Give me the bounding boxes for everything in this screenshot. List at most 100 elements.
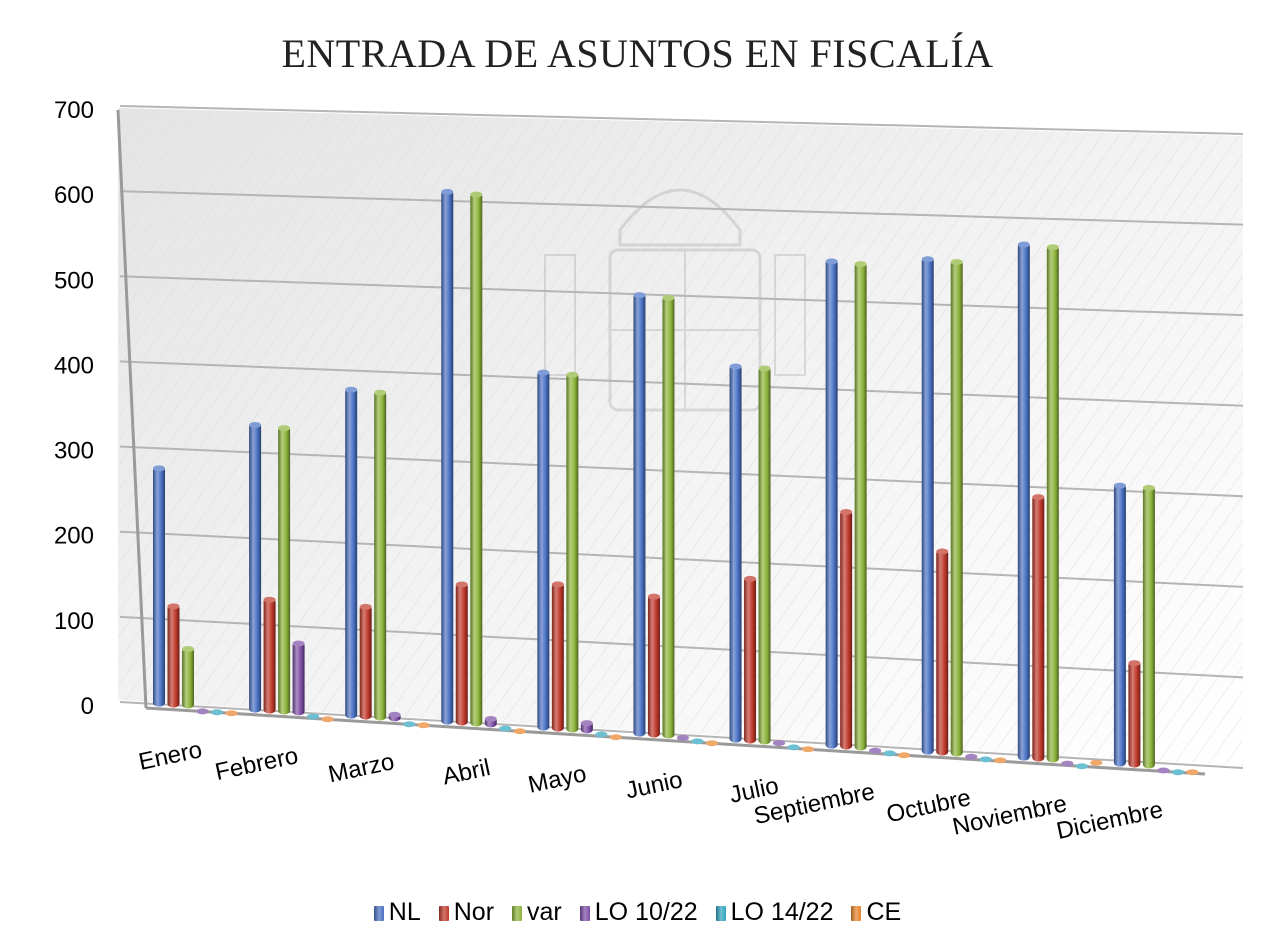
bar-cap: [1171, 769, 1184, 776]
bar-cap: [566, 371, 579, 378]
legend-item: LO 10/22: [579, 898, 698, 927]
bar: var Septiembre: 550: [854, 262, 867, 751]
bar-cap: [787, 744, 800, 751]
bar-cap: [965, 753, 978, 760]
bar-cap: [609, 734, 622, 741]
bar: NL Febrero: 338: [249, 423, 262, 713]
legend-swatch: [715, 906, 726, 921]
bar-cap: [1142, 484, 1155, 491]
bar: var Abril: 615: [470, 192, 483, 727]
bar-cap: [705, 740, 718, 747]
bar: Nor Octubre: 231: [936, 549, 949, 756]
bar-cap: [307, 713, 320, 720]
bar-cap: [345, 386, 358, 393]
legend-swatch: [438, 906, 449, 921]
x-category-label: Abril: [440, 754, 493, 790]
legend-item: LO 14/22: [715, 898, 834, 927]
legend-item: Nor: [438, 898, 495, 927]
legend-label: CE: [866, 898, 902, 926]
bar-cap: [729, 363, 742, 370]
bar-cap: [898, 752, 911, 759]
bar-cap: [513, 728, 526, 735]
bar-cap: [936, 548, 949, 555]
bar-cap: [580, 720, 593, 727]
bar-cap: [1113, 482, 1126, 489]
bar: NL Noviembre: 578: [1017, 242, 1030, 761]
bar-cap: [633, 292, 646, 299]
bar-cap: [321, 716, 334, 723]
bar-cap: [211, 709, 223, 716]
bar-cap: [758, 365, 771, 372]
bar-cap: [1032, 494, 1045, 501]
legend-label: var: [527, 898, 562, 926]
legend: NL Nor var LO 10/22 LO 14/22 CE: [0, 898, 1275, 927]
bar-cap: [225, 710, 238, 717]
legend-label: LO 10/22: [594, 898, 698, 926]
bar: var Junio: 504: [662, 295, 675, 739]
x-category-label: Junio: [623, 766, 685, 804]
bar-cap: [470, 191, 483, 198]
bar: var Febrero: 336: [278, 426, 291, 715]
legend-swatch: [512, 906, 523, 921]
bar: Nor Marzo: 133: [359, 604, 372, 720]
bar-cap: [499, 725, 512, 732]
bar: NL Abril: 617: [441, 189, 454, 725]
legend-item: CE: [851, 898, 901, 927]
legend-item: NL: [373, 898, 421, 927]
bar: Nor Febrero: 135: [263, 597, 276, 714]
bar-cap: [595, 731, 608, 738]
x-category-label: Diciembre: [1054, 796, 1165, 845]
bar-cap: [869, 747, 882, 754]
bar-cap: [484, 715, 497, 722]
legend-label: NL: [388, 898, 421, 926]
bar: var Enero: 72: [182, 647, 194, 709]
x-category-labels: Enero Febrero Marzo Abril Mayo Junio JulioSept…: [136, 736, 1165, 845]
bar-cap: [417, 722, 430, 729]
legend-label: LO 14/22: [730, 898, 834, 926]
bar: NL Septiembre: 552: [825, 259, 838, 749]
bar: var Julio: 428: [758, 366, 771, 745]
bar: Nor Mayo: 171: [551, 582, 564, 732]
bar-cap: [1017, 241, 1030, 248]
bar: NL Diciembre: 314: [1113, 483, 1126, 767]
bar-cap: [840, 509, 853, 516]
legend-label: Nor: [453, 898, 495, 926]
legend-swatch: [851, 906, 862, 921]
bar-cap: [647, 593, 660, 600]
bar: Nor Julio: 189: [744, 576, 757, 744]
bar-cap: [359, 603, 372, 610]
bar-cap: [388, 711, 401, 718]
bar-cap: [1157, 767, 1170, 774]
y-tick-label: 400: [54, 352, 94, 379]
bar: var Noviembre: 576: [1046, 245, 1059, 763]
bars: NL Enero: 282Nor Enero: 121var Enero: 72…: [153, 188, 1199, 776]
bar: Nor Junio: 163: [647, 594, 660, 738]
bar: NL Marzo: 384: [345, 387, 358, 719]
bar: var Diciembre: 313: [1142, 485, 1155, 769]
bar: NL Mayo: 413: [537, 370, 550, 731]
x-category-label: Enero: [136, 736, 204, 776]
y-tick-label: 500: [54, 267, 94, 294]
bar-cap: [854, 261, 867, 268]
bar-cap: [744, 575, 757, 582]
bar-cap: [994, 757, 1007, 764]
bar-cap: [1128, 660, 1141, 667]
bar: NL Julio: 429: [729, 364, 742, 743]
bar-cap: [662, 294, 675, 301]
bar-cap: [182, 646, 194, 653]
y-tick-label: 100: [54, 608, 94, 635]
bar: var Octubre: 556: [950, 260, 963, 757]
bar-cap: [979, 756, 992, 763]
bar-cap: [403, 721, 416, 728]
x-category-label: Mayo: [526, 760, 589, 799]
y-tick-label: 200: [54, 523, 94, 550]
bar-cap: [249, 422, 262, 429]
gridline: [119, 190, 1244, 226]
y-tick-label: 300: [54, 438, 94, 465]
bar-cap: [950, 259, 963, 266]
bar-cap: [825, 258, 838, 265]
bar: Nor Diciembre: 118: [1128, 661, 1141, 768]
y-axis-line: [116, 109, 148, 709]
bar: NL Enero: 282: [153, 466, 165, 707]
y-tick-label: 600: [54, 182, 94, 209]
